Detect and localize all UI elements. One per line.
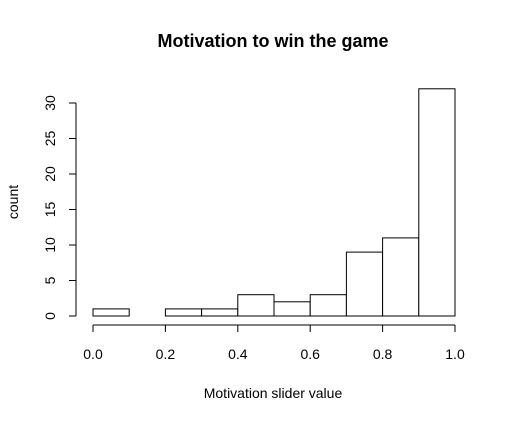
x-axis: 0.0 0.2 0.4 0.6 0.8 1.0 [83, 324, 465, 362]
histogram-bar-5 [273, 301, 311, 317]
y-tick-label: 30 [42, 95, 58, 111]
y-tick-label: 15 [42, 202, 58, 218]
x-tick-label: 0.4 [228, 346, 248, 362]
chart-title: Motivation to win the game [157, 31, 388, 51]
y-tick-label: 20 [42, 166, 58, 182]
y-tick-label: 0 [42, 312, 58, 320]
histogram-bar-7 [345, 251, 384, 317]
x-tick-label: 0.2 [156, 346, 176, 362]
histogram-bar-6 [309, 294, 347, 317]
histogram-bar-9 [418, 88, 456, 317]
x-tick-label: 0.0 [83, 346, 103, 362]
x-axis-label: Motivation slider value [204, 385, 343, 401]
histogram-bar-4 [237, 294, 275, 317]
y-tick-label: 25 [42, 131, 58, 147]
histogram-bar-8 [382, 237, 420, 317]
y-tick-label: 10 [42, 237, 58, 253]
x-tick-label: 1.0 [445, 346, 465, 362]
y-axis-label: count [5, 185, 21, 219]
x-tick-label: 0.8 [373, 346, 393, 362]
y-axis: 0 5 10 15 20 25 30 [42, 95, 77, 320]
histogram-bar-3 [201, 308, 239, 317]
histogram-bar-0 [92, 308, 130, 317]
x-tick-label: 0.6 [300, 346, 320, 362]
bars-group [92, 88, 456, 317]
y-tick-label: 5 [42, 276, 58, 284]
histogram-bar-2 [164, 308, 203, 317]
